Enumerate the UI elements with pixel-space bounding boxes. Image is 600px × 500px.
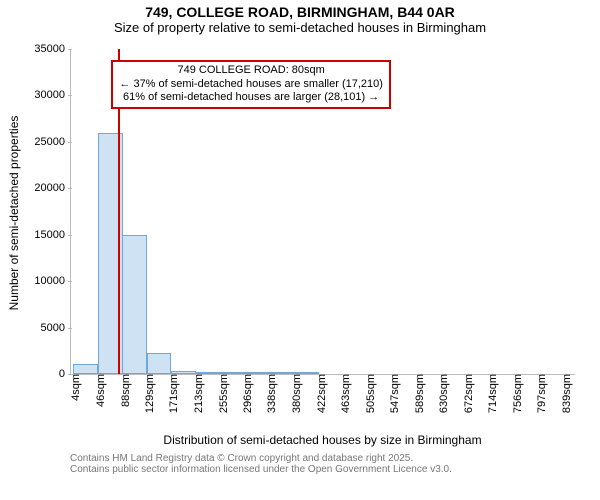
x-tick: 46sqm <box>89 374 107 407</box>
x-tick: 338sqm <box>260 374 278 413</box>
plot-area-wrap: 050001000015000200002500030000350004sqm4… <box>70 50 575 375</box>
x-tick: 171sqm <box>162 374 180 413</box>
chart-footnote: Contains HM Land Registry data © Crown c… <box>70 453 452 475</box>
x-tick: 255sqm <box>212 374 230 413</box>
y-tick: 25000 <box>34 136 71 148</box>
x-tick: 213sqm <box>187 374 205 413</box>
y-tick: 30000 <box>34 89 71 101</box>
y-axis-label: Number of semi-detached properties <box>7 115 21 310</box>
x-tick: 380sqm <box>285 374 303 413</box>
y-tick: 10000 <box>34 275 71 287</box>
histogram-bar <box>270 372 295 374</box>
annotation-box: 749 COLLEGE ROAD: 80sqm← 37% of semi-det… <box>111 60 391 109</box>
x-tick: 505sqm <box>359 374 377 413</box>
x-tick: 756sqm <box>506 374 524 413</box>
x-tick: 714sqm <box>481 374 499 413</box>
x-tick: 422sqm <box>310 374 328 413</box>
x-tick: 129sqm <box>138 374 156 413</box>
x-tick: 797sqm <box>530 374 548 413</box>
histogram-bar <box>221 372 246 374</box>
y-tick: 15000 <box>34 229 71 241</box>
histogram-bar <box>295 372 320 374</box>
x-tick: 547sqm <box>383 374 401 413</box>
histogram-bar <box>245 372 270 374</box>
x-axis-label: Distribution of semi-detached houses by … <box>163 433 481 447</box>
annotation-line-text: ← 37% of semi-detached houses are smalle… <box>119 78 383 92</box>
x-tick: 672sqm <box>457 374 475 413</box>
x-tick: 88sqm <box>114 374 132 407</box>
histogram-bar <box>73 364 98 374</box>
x-tick: 839sqm <box>555 374 573 413</box>
x-tick: 630sqm <box>432 374 450 413</box>
x-tick: 296sqm <box>236 374 254 413</box>
histogram-bar <box>147 353 172 374</box>
plot-area: 050001000015000200002500030000350004sqm4… <box>70 50 575 375</box>
histogram-bar <box>171 371 196 374</box>
histogram-bar <box>196 372 221 374</box>
chart-title: 749, COLLEGE ROAD, BIRMINGHAM, B44 0AR <box>0 0 600 20</box>
chart-subtitle: Size of property relative to semi-detach… <box>0 20 600 35</box>
y-tick: 20000 <box>34 182 71 194</box>
histogram-bar <box>122 235 147 374</box>
y-tick: 5000 <box>41 322 71 334</box>
chart-container: { "chart": { "type": "histogram", "title… <box>0 0 600 500</box>
annotation-line-text: 749 COLLEGE ROAD: 80sqm <box>119 64 383 78</box>
annotation-line-text: 61% of semi-detached houses are larger (… <box>119 91 383 105</box>
x-tick: 589sqm <box>408 374 426 413</box>
x-tick: 4sqm <box>64 374 82 401</box>
y-tick: 35000 <box>34 43 71 55</box>
x-tick: 463sqm <box>334 374 352 413</box>
